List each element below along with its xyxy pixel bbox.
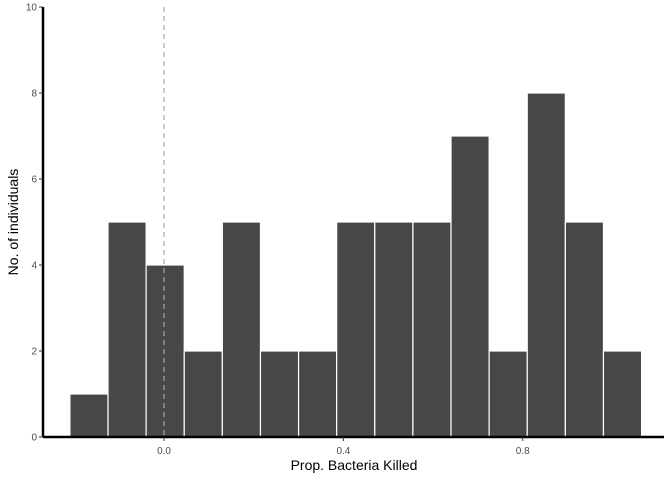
bar-0 — [69, 393, 109, 438]
histogram-bars — [69, 92, 643, 438]
bar-10 — [450, 135, 490, 438]
bar-3 — [183, 350, 223, 438]
y-axis-title: No. of individuals — [5, 169, 21, 276]
x-tick-label-2: 0.8 — [516, 446, 530, 457]
bar-7 — [336, 221, 376, 438]
bar-9 — [412, 221, 452, 438]
bar-8 — [374, 221, 414, 438]
bar-4 — [221, 221, 262, 438]
y-tick-label-5: 10 — [26, 3, 38, 14]
y-tick-label-4: 8 — [31, 89, 37, 100]
bar-6 — [297, 350, 338, 438]
x-axis-ticks: 0.0 0.4 0.8 — [157, 437, 530, 457]
bar-5 — [259, 350, 300, 438]
bar-12 — [526, 92, 566, 438]
y-tick-label-1: 2 — [31, 347, 37, 358]
x-tick-label-0: 0.0 — [157, 446, 171, 457]
x-axis-title: Prop. Bacteria Killed — [291, 457, 418, 473]
bar-2 — [145, 264, 185, 438]
y-tick-label-3: 6 — [31, 175, 37, 186]
bar-11 — [488, 350, 528, 438]
bar-14 — [602, 350, 643, 438]
y-tick-label-2: 4 — [31, 261, 37, 272]
bar-1 — [107, 221, 147, 438]
bar-13 — [564, 221, 605, 438]
x-tick-label-1: 0.4 — [336, 446, 350, 457]
y-axis-ticks: 0 2 4 6 8 10 — [26, 3, 43, 444]
y-tick-label-0: 0 — [31, 433, 37, 444]
